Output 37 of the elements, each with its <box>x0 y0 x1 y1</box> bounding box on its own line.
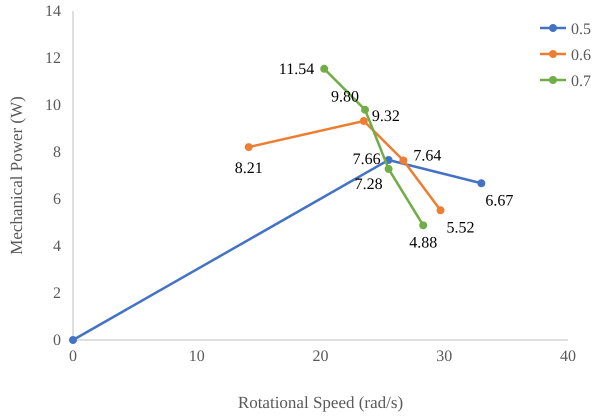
point <box>419 221 428 230</box>
data-label: 8.21 <box>234 160 263 178</box>
point <box>477 179 486 188</box>
y-tick-label: 8 <box>53 144 61 161</box>
y-axis-title: Mechanical Power (W) <box>7 96 26 255</box>
y-tick-label: 14 <box>45 3 61 20</box>
data-label: 7.66 <box>352 150 381 168</box>
x-axis-title: Rotational Speed (rad/s) <box>238 393 404 412</box>
x-tick-label: 20 <box>312 348 328 365</box>
data-label: 7.28 <box>354 176 383 193</box>
legend-label: 0.7 <box>571 73 591 90</box>
y-tick-label: 4 <box>53 238 61 255</box>
point <box>360 116 368 125</box>
point <box>384 164 393 173</box>
x-tick-label: 40 <box>560 348 576 365</box>
point <box>69 336 77 344</box>
point <box>244 143 253 152</box>
legend-label: 0.5 <box>571 21 591 38</box>
data-label: 9.32 <box>372 108 400 125</box>
legend-label: 0.6 <box>571 47 591 64</box>
data-label: 4.88 <box>409 234 438 252</box>
y-tick-label: 12 <box>45 50 61 67</box>
point <box>361 106 370 114</box>
x-tick-label: 10 <box>188 348 205 365</box>
point <box>436 206 445 214</box>
x-tick-label: 30 <box>436 348 452 365</box>
y-tick-label: 10 <box>45 97 61 114</box>
y-tick-label: 6 <box>53 191 61 208</box>
data-label: 5.52 <box>446 219 475 236</box>
x-tick-label: 0 <box>69 348 77 365</box>
data-label: 6.67 <box>485 192 514 210</box>
y-tick-label: 2 <box>53 285 61 302</box>
point <box>399 156 408 164</box>
data-label: 7.64 <box>413 147 442 164</box>
point <box>320 64 328 73</box>
data-label: 11.54 <box>278 60 314 78</box>
y-tick-label: 0 <box>53 332 61 349</box>
